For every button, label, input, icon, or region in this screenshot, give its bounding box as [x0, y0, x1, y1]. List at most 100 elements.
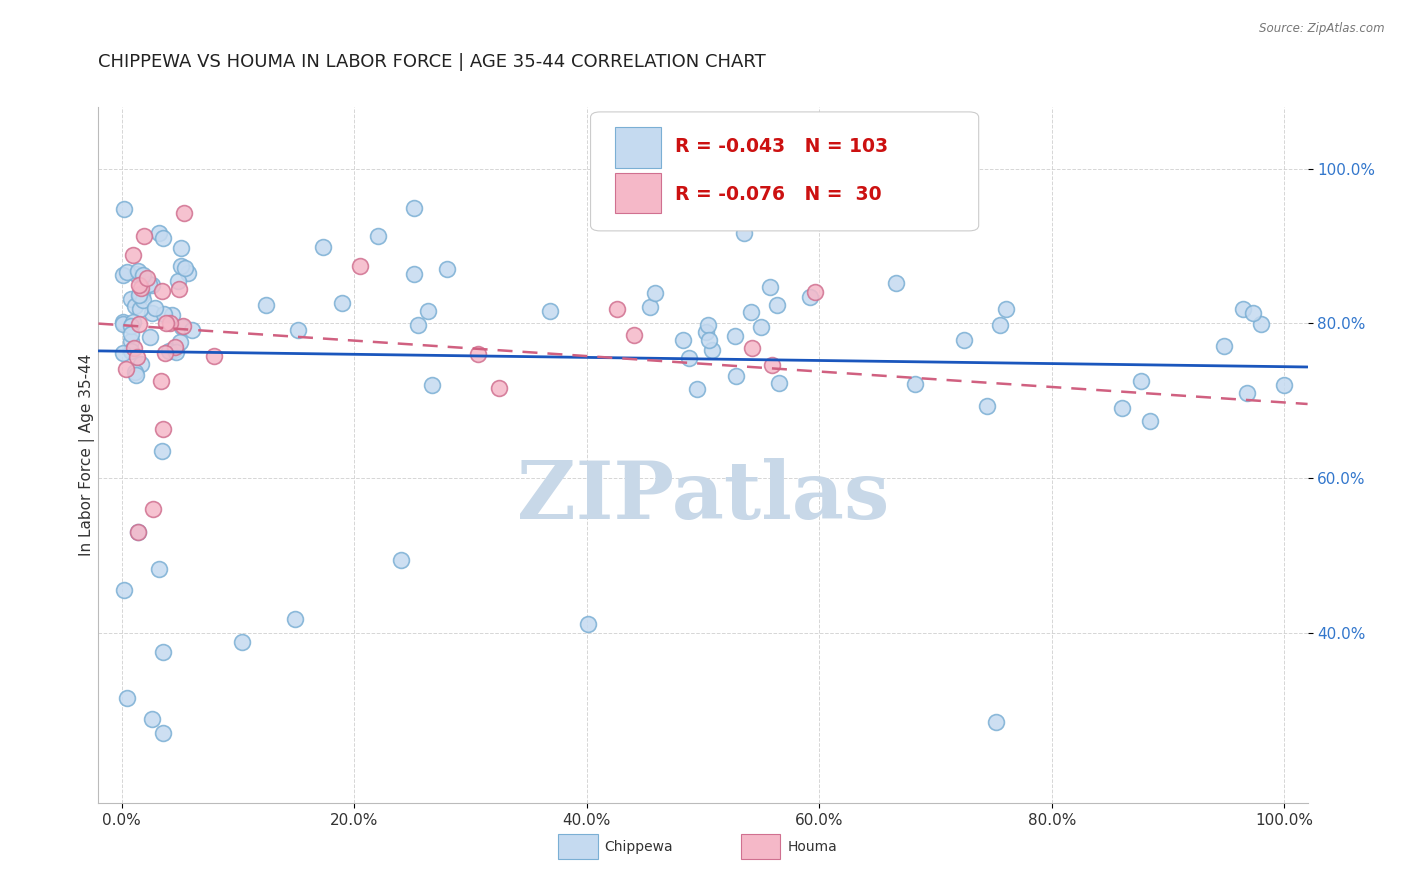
- Point: [231, 635, 253, 649]
- Point: [173, 206, 195, 220]
- Point: [121, 334, 143, 349]
- Point: [644, 286, 666, 301]
- Point: [129, 281, 152, 295]
- Point: [697, 333, 720, 347]
- Point: [330, 296, 353, 310]
- Point: [152, 231, 174, 245]
- Y-axis label: In Labor Force | Age 35-44: In Labor Force | Age 35-44: [79, 354, 96, 556]
- Point: [138, 277, 160, 292]
- Point: [311, 239, 333, 253]
- Point: [467, 347, 489, 361]
- Point: [124, 368, 146, 382]
- Point: [153, 308, 176, 322]
- Point: [422, 377, 444, 392]
- Point: [153, 346, 176, 360]
- Point: [169, 241, 191, 255]
- Point: [759, 280, 782, 294]
- Point: [174, 260, 197, 275]
- Text: CHIPPEWA VS HOUMA IN LABOR FORCE | AGE 35-44 CORRELATION CHART: CHIPPEWA VS HOUMA IN LABOR FORCE | AGE 3…: [98, 54, 766, 71]
- Point: [1241, 306, 1264, 320]
- Point: [389, 553, 412, 567]
- Text: ZIPatlas: ZIPatlas: [517, 458, 889, 536]
- Point: [672, 333, 695, 347]
- Point: [986, 714, 1008, 729]
- Point: [768, 376, 790, 391]
- Point: [1250, 317, 1272, 331]
- Point: [172, 318, 194, 333]
- Point: [111, 318, 134, 332]
- Text: R = -0.043   N = 103: R = -0.043 N = 103: [675, 137, 889, 156]
- Point: [766, 298, 789, 312]
- Point: [122, 315, 145, 329]
- Point: [976, 399, 998, 413]
- Point: [142, 502, 165, 516]
- Point: [152, 644, 174, 658]
- Point: [287, 323, 309, 337]
- Point: [152, 726, 174, 740]
- Point: [167, 282, 190, 296]
- FancyBboxPatch shape: [591, 112, 979, 231]
- Point: [1212, 338, 1234, 352]
- Point: [112, 202, 135, 217]
- Point: [678, 351, 700, 366]
- Point: [129, 287, 152, 301]
- Point: [349, 259, 371, 273]
- Point: [128, 317, 150, 331]
- Point: [638, 300, 661, 314]
- Point: [124, 300, 146, 314]
- Point: [124, 365, 146, 379]
- Point: [1272, 377, 1295, 392]
- Point: [132, 228, 155, 243]
- Point: [180, 323, 202, 337]
- Point: [141, 306, 163, 320]
- Point: [111, 315, 134, 329]
- Point: [1232, 301, 1254, 316]
- Point: [148, 226, 170, 240]
- Point: [163, 343, 186, 358]
- Text: Source: ZipAtlas.com: Source: ZipAtlas.com: [1260, 22, 1385, 36]
- Point: [623, 327, 645, 342]
- Point: [129, 358, 152, 372]
- Point: [114, 362, 136, 376]
- Point: [254, 297, 277, 311]
- FancyBboxPatch shape: [614, 173, 661, 213]
- Point: [436, 261, 458, 276]
- Point: [402, 267, 425, 281]
- Point: [606, 301, 628, 316]
- Point: [685, 382, 707, 396]
- Point: [115, 265, 138, 279]
- Point: [695, 326, 717, 340]
- Point: [404, 201, 426, 215]
- Point: [141, 277, 163, 292]
- Point: [170, 319, 193, 334]
- Point: [120, 318, 142, 333]
- Point: [120, 344, 142, 359]
- Point: [733, 226, 755, 240]
- Point: [149, 374, 172, 388]
- Point: [157, 344, 180, 359]
- Point: [163, 340, 186, 354]
- Point: [988, 318, 1011, 333]
- Point: [166, 344, 188, 359]
- Point: [111, 268, 134, 282]
- Point: [204, 349, 226, 363]
- Point: [724, 328, 747, 343]
- Point: [367, 229, 389, 244]
- Point: [170, 260, 193, 274]
- Point: [994, 302, 1017, 317]
- Point: [152, 422, 174, 436]
- Point: [700, 343, 723, 357]
- Point: [952, 333, 974, 347]
- Point: [1139, 414, 1161, 428]
- Point: [127, 351, 149, 365]
- Point: [406, 318, 429, 332]
- Point: [120, 293, 142, 307]
- Point: [904, 376, 927, 391]
- Point: [145, 301, 167, 316]
- Point: [128, 277, 150, 292]
- Point: [150, 285, 173, 299]
- Point: [115, 691, 138, 706]
- Text: Chippewa: Chippewa: [605, 839, 673, 854]
- Point: [125, 267, 148, 281]
- Point: [127, 525, 149, 540]
